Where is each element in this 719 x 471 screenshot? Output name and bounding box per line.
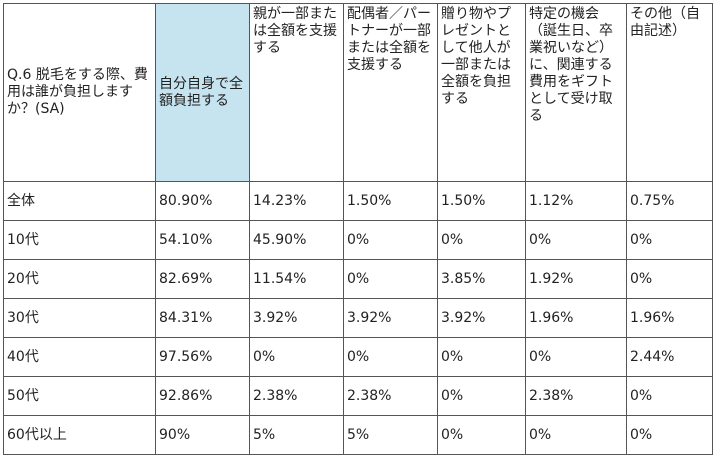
table-cell: 80.90% bbox=[155, 181, 250, 221]
table-cell: 0% bbox=[437, 376, 526, 416]
table-cell: 3.92% bbox=[343, 298, 438, 338]
table-cell: 0% bbox=[343, 259, 438, 299]
table-cell: 0% bbox=[626, 220, 713, 260]
table-cell: 5% bbox=[343, 415, 438, 455]
table-row: 10代 54.10% 45.90% 0% 0% 0% 0% bbox=[3, 220, 713, 260]
question-cell: Q.6 脱毛をする際、費用は誰が負担しますか？(SA) bbox=[3, 3, 156, 182]
table-cell: 1.96% bbox=[525, 298, 627, 338]
table-cell: 2.44% bbox=[626, 337, 713, 377]
row-label: 30代 bbox=[3, 298, 156, 338]
table-cell: 3.92% bbox=[437, 298, 526, 338]
table-cell: 0% bbox=[626, 415, 713, 455]
table-cell: 0% bbox=[437, 337, 526, 377]
table-cell: 2.38% bbox=[525, 376, 627, 416]
table-row: 20代 82.69% 11.54% 0% 3.85% 1.92% 0% bbox=[3, 259, 713, 299]
table-cell: 0% bbox=[525, 415, 627, 455]
survey-table: Q.6 脱毛をする際、費用は誰が負担しますか？(SA) 自分自身で全額負担する … bbox=[3, 3, 713, 455]
table-row: 40代 97.56% 0% 0% 0% 0% 2.44% bbox=[3, 337, 713, 377]
column-header: 配偶者／パートナーが一部または全額を支援する bbox=[343, 3, 438, 182]
table-cell: 0% bbox=[626, 376, 713, 416]
table-cell: 0% bbox=[437, 220, 526, 260]
column-header: 特定の機会（誕生日、卒業祝いなど）に、関連する費用をギフトとして受け取る bbox=[525, 3, 627, 182]
table-cell: 90% bbox=[155, 415, 250, 455]
column-header: 自分自身で全額負担する bbox=[155, 3, 250, 182]
column-header: 贈り物やプレゼントとして他人が一部または全額を負担する bbox=[437, 3, 526, 182]
row-label: 20代 bbox=[3, 259, 156, 299]
column-header: 親が一部または全額を支援する bbox=[249, 3, 344, 182]
table-cell: 84.31% bbox=[155, 298, 250, 338]
row-label: 10代 bbox=[3, 220, 156, 260]
row-label: 40代 bbox=[3, 337, 156, 377]
table-cell: 0% bbox=[626, 259, 713, 299]
table-row: 全体 80.90% 14.23% 1.50% 1.50% 1.12% 0.75% bbox=[3, 181, 713, 221]
table-cell: 0% bbox=[249, 337, 344, 377]
table-cell: 0% bbox=[525, 337, 627, 377]
table-cell: 2.38% bbox=[249, 376, 344, 416]
column-header: その他（自由記述） bbox=[626, 3, 713, 182]
table-cell: 82.69% bbox=[155, 259, 250, 299]
table-cell: 1.96% bbox=[626, 298, 713, 338]
table-cell: 92.86% bbox=[155, 376, 250, 416]
table-cell: 45.90% bbox=[249, 220, 344, 260]
table-cell: 3.85% bbox=[437, 259, 526, 299]
table-cell: 2.38% bbox=[343, 376, 438, 416]
table-row: 30代 84.31% 3.92% 3.92% 3.92% 1.96% 1.96% bbox=[3, 298, 713, 338]
row-label: 全体 bbox=[3, 181, 156, 221]
table-cell: 0.75% bbox=[626, 181, 713, 221]
table-cell: 3.92% bbox=[249, 298, 344, 338]
table-cell: 11.54% bbox=[249, 259, 344, 299]
table-cell: 1.92% bbox=[525, 259, 627, 299]
table-cell: 0% bbox=[343, 220, 438, 260]
table-cell: 97.56% bbox=[155, 337, 250, 377]
table-cell: 0% bbox=[437, 415, 526, 455]
table-cell: 5% bbox=[249, 415, 344, 455]
table-cell: 1.50% bbox=[343, 181, 438, 221]
table-cell: 14.23% bbox=[249, 181, 344, 221]
table-row: 60代以上 90% 5% 5% 0% 0% 0% bbox=[3, 415, 713, 455]
header-row: Q.6 脱毛をする際、費用は誰が負担しますか？(SA) 自分自身で全額負担する … bbox=[3, 3, 713, 182]
row-label: 50代 bbox=[3, 376, 156, 416]
row-label: 60代以上 bbox=[3, 415, 156, 455]
table-row: 50代 92.86% 2.38% 2.38% 0% 2.38% 0% bbox=[3, 376, 713, 416]
table-cell: 1.12% bbox=[525, 181, 627, 221]
table-cell: 54.10% bbox=[155, 220, 250, 260]
table-cell: 0% bbox=[343, 337, 438, 377]
table-cell: 1.50% bbox=[437, 181, 526, 221]
table-cell: 0% bbox=[525, 220, 627, 260]
